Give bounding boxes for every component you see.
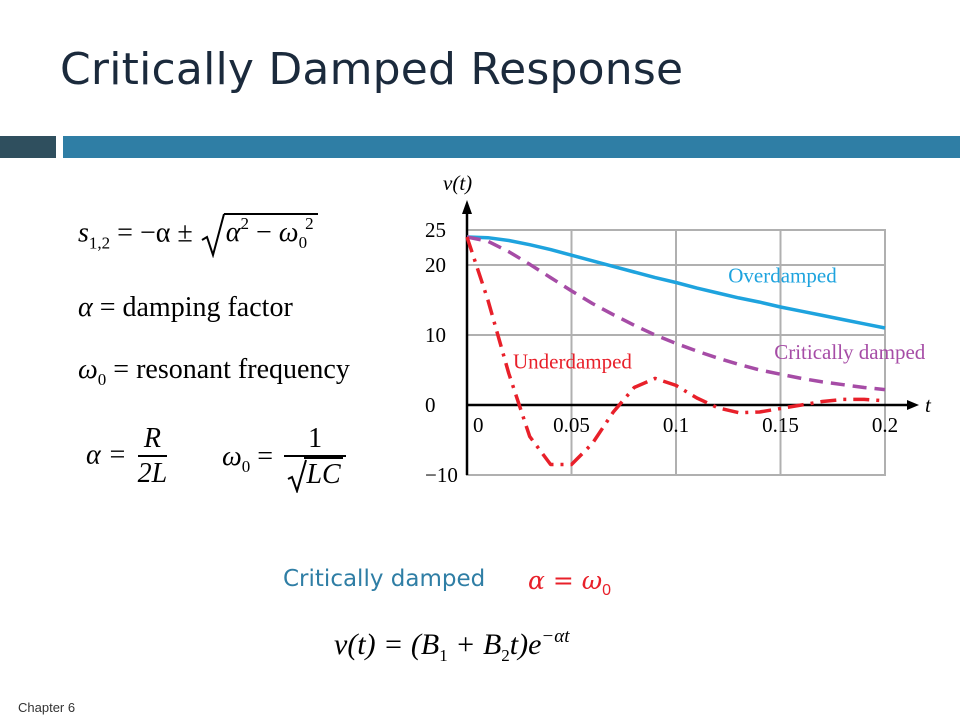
y-tick-label: 10 [425, 323, 446, 347]
x-tick-label: 0.15 [762, 413, 799, 437]
chart-tick-labels: 25 20 10 0 −10 0 0.05 0.1 0.15 0.2 v(t) t (s) [425, 171, 935, 487]
roots-radicand: α2 − ω02 [223, 213, 318, 252]
alpha-fraction-numerator: R [137, 424, 167, 458]
omega-radicand: LC [304, 456, 343, 490]
omega-subscript: 0 [97, 370, 107, 389]
response-b1-subscript: 1 [439, 646, 448, 665]
x-tick-label: 0 [473, 413, 484, 437]
radicand-omega-exponent: 2 [305, 214, 314, 234]
radicand-alpha-exponent: 2 [240, 214, 249, 234]
radicand-omega-subscript: 0 [298, 233, 308, 253]
y-tick-label: 20 [425, 253, 446, 277]
x-tick-label: 0.1 [663, 413, 689, 437]
y-tick-label: 0 [425, 393, 436, 417]
omega-expr-subscript: 0 [241, 457, 251, 477]
title-divider-accent [0, 136, 56, 158]
condition-omega: ω [581, 566, 603, 595]
critical-condition-equation: α = ω0 [528, 566, 611, 600]
x-axis-arrow-icon [907, 400, 919, 410]
critical-response-formula: v(t) = (B1 + B2t)e−αt [334, 626, 570, 666]
response-b2-subscript: 2 [501, 646, 510, 665]
series-line [466, 235, 886, 392]
radicand-omega: ω [278, 217, 299, 249]
chapter-footer: Chapter 6 [18, 700, 76, 715]
y-axis-arrow-icon [462, 200, 472, 214]
x-tick-label: 0.2 [872, 413, 898, 437]
roots-rhs: = −α ± [117, 217, 193, 249]
y-axis-title: v(t) [443, 171, 472, 195]
response-lhs: v(t) = (B [334, 628, 440, 661]
title-divider-bar [63, 136, 960, 158]
chart-series-labels: Overdamped Critically damped Underdamped [513, 264, 926, 374]
omega-expr-symbol: ω [222, 441, 242, 473]
x-tick-label: 0.05 [553, 413, 590, 437]
chart-axes [462, 200, 919, 475]
alpha-definition-text: = damping factor [99, 292, 293, 323]
alpha-fraction-denominator: 2L [137, 458, 168, 490]
critical-condition-label: Critically damped [283, 566, 486, 592]
condition-equals: = [544, 566, 582, 595]
series-label: Underdamped [513, 350, 632, 374]
radicand-alpha: α [225, 217, 241, 249]
y-tick-label: 25 [425, 218, 446, 242]
alpha-symbol: α [78, 292, 93, 323]
omega-expr-equals: = [257, 441, 274, 473]
omega-fraction: 1 LC [284, 424, 347, 494]
alpha-expr-lhs: α = [86, 439, 127, 471]
condition-alpha: α [528, 566, 545, 595]
omega-definition: ω0 = resonant frequency [78, 354, 350, 390]
slide-title: Critically Damped Response [60, 44, 684, 95]
condition-omega-subscript: 0 [602, 582, 612, 599]
series-line [465, 236, 886, 467]
omega-definition-text: = resonant frequency [113, 354, 350, 385]
response-plus: + B [447, 628, 502, 661]
omega-expression: ω0 = 1 LC [222, 424, 350, 494]
series-label: Overdamped [728, 264, 837, 288]
response-t: t)e [509, 628, 542, 661]
y-tick-label: −10 [425, 463, 458, 487]
alpha-expression: α = R 2L [86, 424, 171, 490]
omega-fraction-denominator: LC [287, 456, 343, 494]
sqrt-sign-icon [201, 213, 225, 258]
response-chart: 25 20 10 0 −10 0 0.05 0.1 0.15 0.2 v(t) t (s) Overd… [415, 168, 935, 508]
chart-series [465, 235, 886, 467]
roots-subscript: 1,2 [88, 233, 111, 253]
omega-symbol: ω [78, 354, 98, 385]
alpha-definition: α = damping factor [78, 292, 293, 324]
omega-fraction-numerator: 1 [284, 424, 347, 458]
series-label: Critically damped [774, 340, 926, 364]
x-axis-title: t (s) [925, 393, 935, 417]
alpha-fraction: R 2L [138, 424, 168, 490]
roots-formula: s1,2 = −α ± α2 − ω02 [78, 212, 318, 258]
roots-lhs: s [78, 217, 89, 249]
series-line [466, 235, 886, 330]
response-exponent: −αt [541, 626, 570, 647]
sqrt-sign-icon [288, 460, 308, 494]
